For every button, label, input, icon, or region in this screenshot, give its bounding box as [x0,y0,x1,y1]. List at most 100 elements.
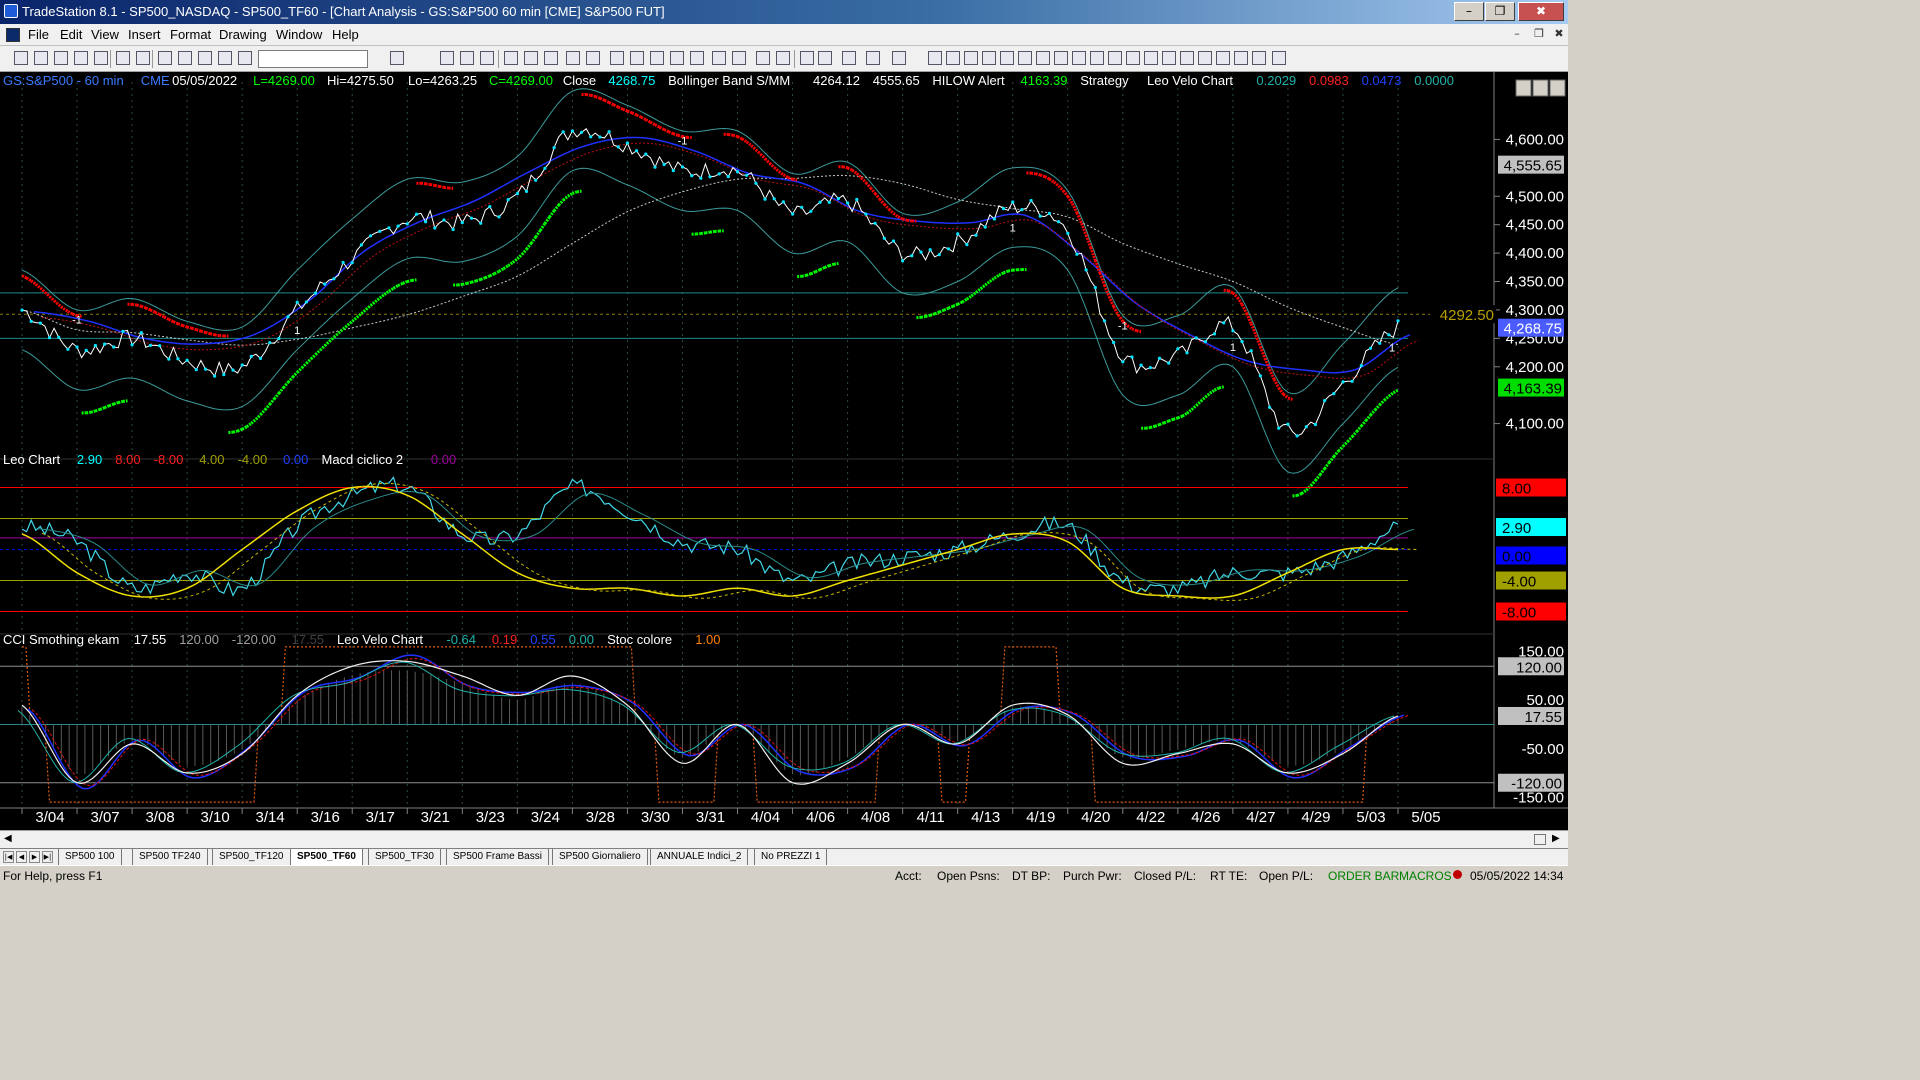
gann-icon[interactable] [1018,51,1032,65]
arrow-down-icon[interactable] [1198,51,1212,65]
trendline-icon[interactable] [928,51,942,65]
menu-insert[interactable]: Insert [128,27,161,42]
refresh-icon[interactable] [566,51,580,65]
line-chart-icon[interactable] [670,51,684,65]
tab-prev-icon[interactable]: ◀ [16,851,27,863]
cycle-lines-icon[interactable] [1072,51,1086,65]
menu-help[interactable]: Help [332,27,359,42]
open-workspace-icon[interactable] [54,51,68,65]
arrows-icon[interactable] [1108,51,1122,65]
bar-icon[interactable] [610,51,624,65]
matrix-icon[interactable] [480,51,494,65]
bar-spacing-icon[interactable] [712,51,726,65]
compress-icon[interactable] [732,51,746,65]
tab-sp500-tf30[interactable]: SP500_TF30 [368,849,441,865]
new-icon[interactable] [14,51,28,65]
menu-edit[interactable]: Edit [60,27,83,42]
scroll-thumb[interactable] [1534,834,1546,845]
menu-drawing[interactable]: Drawing [219,27,267,42]
restore-button[interactable]: ❐ [1485,2,1515,21]
lock-icon[interactable] [198,51,212,65]
chart-area[interactable]: -1 1 -1 1 -1 1 1 4,600.00 4,500.00 4,450.00 4,400… [0,72,1568,830]
cci-tag: 120.00 [1498,657,1564,676]
mdi-restore-button[interactable]: ❐ [1534,27,1544,40]
macros-button[interactable]: MACROS [1399,869,1452,883]
rectangle-icon[interactable] [1252,51,1266,65]
minimize-button[interactable]: – [1454,2,1484,21]
tab-no-prezzi-1[interactable]: No PREZZI 1 [754,849,828,865]
strategy-icon[interactable] [544,51,558,65]
close-button[interactable]: ✖ [1518,2,1564,21]
grid-icon[interactable] [892,51,906,65]
ellipse-icon[interactable] [1234,51,1248,65]
menu-window[interactable]: Window [276,27,323,42]
open-icon[interactable] [34,51,48,65]
panel-minimize-icon[interactable] [1515,79,1532,97]
color-icon[interactable] [238,51,252,65]
menu-view[interactable]: View [91,27,119,42]
panel-close-icon[interactable] [1549,79,1566,97]
curve-icon[interactable] [1180,51,1194,65]
link-icon[interactable] [218,51,232,65]
andrews-pitchfork-icon[interactable] [1054,51,1068,65]
tools-icon[interactable] [842,51,856,65]
print-preview-icon[interactable] [136,51,150,65]
horizontal-line-icon[interactable] [964,51,978,65]
print-icon[interactable] [116,51,130,65]
chart-icon[interactable] [440,51,454,65]
tab-sp500-100[interactable]: SP500 100 [58,849,122,865]
horizontal-scrollbar[interactable]: ◀ ▶ [0,830,1568,848]
parallel-lines-icon[interactable] [1126,51,1140,65]
pencil-icon[interactable] [1162,51,1176,65]
menu-file[interactable]: File [28,27,49,42]
close-point [616,145,620,149]
cascade-icon[interactable] [178,51,192,65]
zoom-out-icon[interactable] [776,51,790,65]
save-icon[interactable] [74,51,88,65]
arrow-up-icon[interactable] [1216,51,1230,65]
mdi-close-button[interactable]: ✖ [1554,27,1564,40]
channel-icon[interactable] [982,51,996,65]
data-window-icon[interactable] [866,51,880,65]
arc-icon[interactable] [1144,51,1158,65]
tab-sp500-giornaliero[interactable]: SP500 Giornaliero [552,849,648,865]
order-bar-button[interactable]: ORDER BAR [1328,869,1400,883]
vertical-line-icon[interactable] [946,51,960,65]
speed-line-icon[interactable] [1036,51,1050,65]
tab-sp500-frame-bassi[interactable]: SP500 Frame Bassi [446,849,549,865]
radar-icon[interactable] [460,51,474,65]
menu-format[interactable]: Format [170,27,212,42]
hilow-alert-segment [154,310,161,316]
tab-sp500-tf120[interactable]: SP500_TF120 [212,849,291,865]
tab-sp500-tf240[interactable]: SP500 TF240 [132,849,208,865]
save-all-icon[interactable] [94,51,108,65]
lookup-icon[interactable] [390,51,404,65]
scroll-left-icon[interactable]: ◀ [4,833,12,844]
window-icon[interactable] [158,51,172,65]
hilow-alert-segment [998,271,1005,277]
fibonacci-icon[interactable] [1000,51,1014,65]
select-icon[interactable] [818,51,832,65]
panel-restore-icon[interactable] [1532,79,1549,97]
text-icon[interactable] [1272,51,1286,65]
x-axis-label: 5/03 [1356,809,1385,826]
scroll-right-icon[interactable]: ▶ [1552,833,1560,844]
tab-last-icon[interactable]: ▶| [42,851,53,863]
symbol-combo[interactable] [258,50,368,68]
tab-next-icon[interactable]: ▶ [29,851,40,863]
point-icon[interactable] [690,51,704,65]
reload-icon[interactable] [586,51,600,65]
indicator-icon[interactable] [524,51,538,65]
regression-icon[interactable] [1090,51,1104,65]
candle-icon[interactable] [630,51,644,65]
scanner-icon[interactable] [504,51,518,65]
mdi-minimize-button[interactable]: – [1514,27,1520,40]
zoom-in-icon[interactable] [756,51,770,65]
tab-annuale-indici-2[interactable]: ANNUALE Indici_2 [650,849,749,865]
dark-bar-icon[interactable] [650,51,664,65]
pointer-icon[interactable] [800,51,814,65]
chart-svg[interactable]: -1 1 -1 1 -1 1 1 4,600.00 4,500.00 4,450.00 4,400… [0,72,1568,830]
tab-first-icon[interactable]: |◀ [3,851,14,863]
tab-sp500-tf60[interactable]: SP500_TF60 [290,849,363,865]
hilow-alert-segment [902,217,908,222]
